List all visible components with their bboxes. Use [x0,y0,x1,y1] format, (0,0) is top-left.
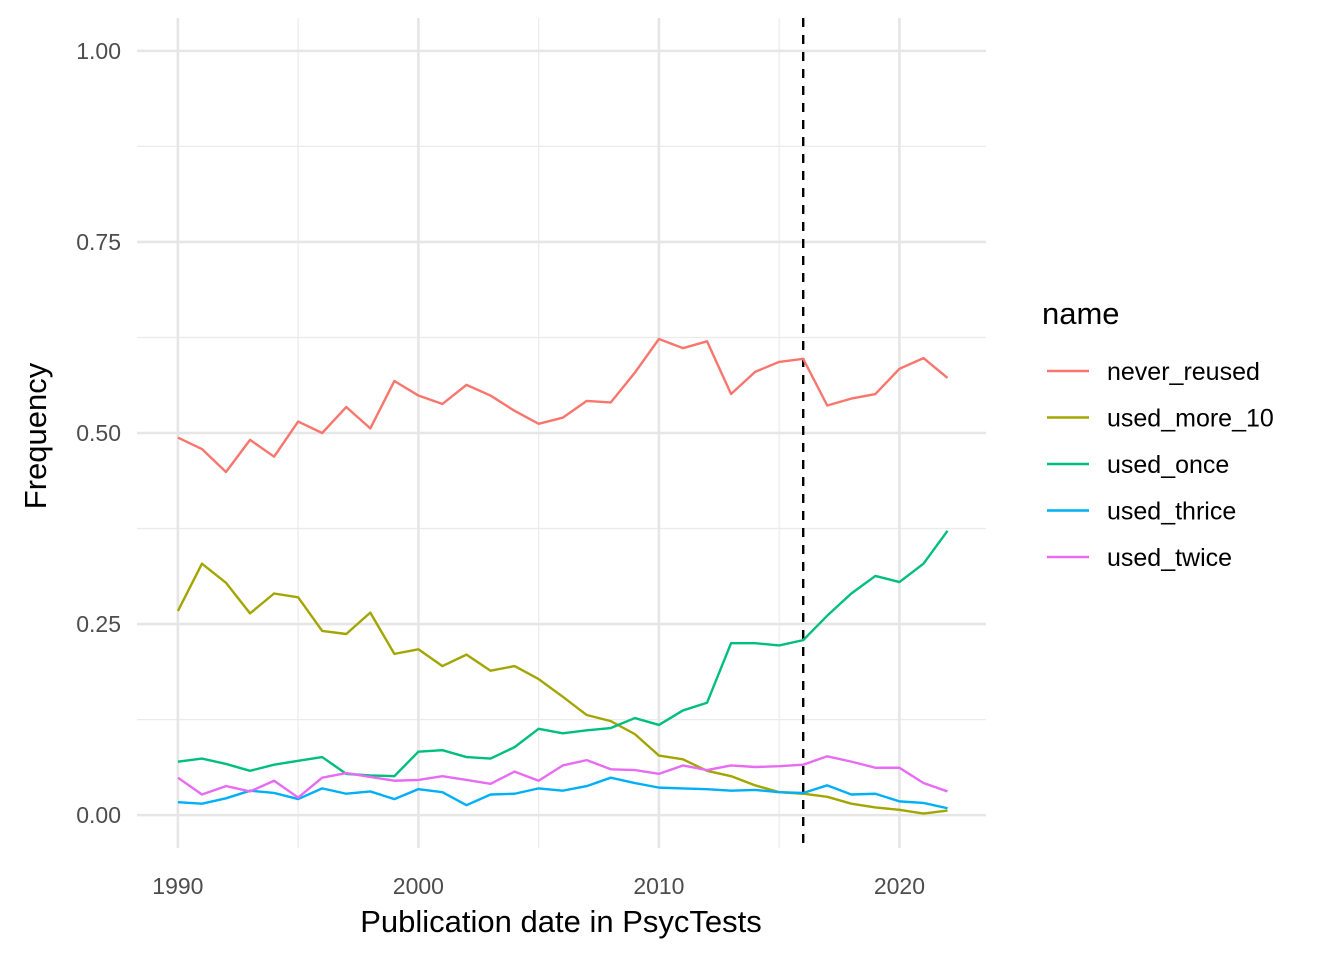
x-tick-label: 1990 [152,873,203,899]
legend-item: used_once [1047,451,1229,479]
y-axis-title: Frequency [18,362,53,509]
series-lines [176,337,949,815]
y-tick-label: 0.75 [76,229,121,255]
x-tick-label: 2010 [633,873,684,899]
legend-title: name [1042,296,1120,331]
legend-item: used_more_10 [1047,405,1274,433]
grid [137,18,986,848]
series-line-used-once [177,530,949,778]
series-line-used-more-10 [176,562,948,815]
legend-item: used_thrice [1047,498,1236,526]
x-tick-label: 2020 [874,873,925,899]
y-tick-label: 0.00 [76,802,121,828]
series-line-used-thrice [177,776,948,810]
y-tick-label: 1.00 [76,38,121,64]
legend-label: used_twice [1107,544,1232,572]
series-line-never-reused [177,337,949,474]
legend-label: never_reused [1107,358,1260,386]
x-axis-title: Publication date in PsycTests [360,904,762,939]
y-tick-label: 0.50 [76,420,121,446]
x-tick-label: 2000 [393,873,444,899]
legend-item: used_twice [1047,544,1232,572]
series-line-used-twice [177,755,948,799]
legend-label: used_thrice [1107,498,1236,526]
y-tick-label: 0.25 [76,611,121,637]
legend-label: used_more_10 [1107,405,1274,433]
legend-items: never_reused used_more_10 used_once used_th… [1047,358,1274,572]
legend-label: used_once [1107,451,1229,479]
legend: name never_reused used_more_10 used_onceus… [1042,296,1274,572]
tick-labels: 1990 2000 2010 2020 0.00 0.25 0.50 0.75 1.00 [76,38,925,899]
legend-item: never_reused [1047,358,1260,386]
